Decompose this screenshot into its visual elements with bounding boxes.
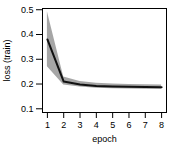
svg-text:2: 2 (61, 120, 66, 130)
svg-text:4: 4 (94, 120, 99, 130)
svg-text:loss (train): loss (train) (2, 39, 12, 81)
svg-text:0.3: 0.3 (21, 54, 34, 64)
svg-text:0.1: 0.1 (21, 104, 34, 114)
svg-text:epoch: epoch (92, 134, 117, 144)
svg-text:1: 1 (45, 120, 50, 130)
svg-text:3: 3 (78, 120, 83, 130)
svg-text:7: 7 (143, 120, 148, 130)
svg-text:5: 5 (110, 120, 115, 130)
svg-text:8: 8 (159, 120, 164, 130)
svg-text:6: 6 (126, 120, 131, 130)
svg-text:0.5: 0.5 (21, 5, 34, 15)
svg-text:0.2: 0.2 (21, 79, 34, 89)
svg-text:0.4: 0.4 (21, 29, 34, 39)
